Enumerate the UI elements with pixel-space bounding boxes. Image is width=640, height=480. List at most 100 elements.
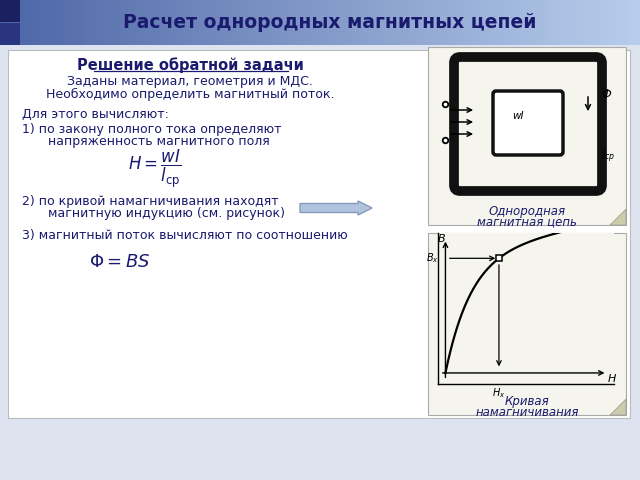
Bar — [275, 0, 282, 45]
Text: Заданы материал, геометрия и МДС.: Заданы материал, геометрия и МДС. — [67, 74, 313, 87]
Bar — [397, 0, 404, 45]
FancyArrow shape — [300, 201, 372, 215]
Text: Для этого вычисляют:: Для этого вычисляют: — [22, 108, 169, 120]
Bar — [32, 0, 39, 45]
Bar — [563, 0, 570, 45]
Bar — [109, 0, 116, 45]
Text: напряженность магнитного поля: напряженность магнитного поля — [32, 134, 269, 147]
Bar — [506, 0, 513, 45]
Bar — [147, 0, 154, 45]
Bar — [326, 0, 333, 45]
Bar — [96, 0, 103, 45]
Bar — [166, 0, 173, 45]
Bar — [115, 0, 122, 45]
Bar — [582, 0, 589, 45]
Bar — [224, 0, 231, 45]
Text: 2) по кривой намагничивания находят: 2) по кривой намагничивания находят — [22, 194, 278, 207]
Text: Однородная: Однородная — [488, 204, 566, 217]
Bar — [77, 0, 84, 45]
Bar — [428, 233, 626, 415]
Bar — [576, 0, 583, 45]
Bar — [38, 0, 45, 45]
Bar — [467, 0, 474, 45]
Bar — [474, 0, 481, 45]
Bar — [205, 0, 212, 45]
Bar — [403, 0, 410, 45]
Bar — [218, 0, 225, 45]
Bar — [288, 0, 295, 45]
Bar — [58, 0, 65, 45]
Polygon shape — [610, 399, 626, 415]
Bar — [416, 0, 423, 45]
Text: 1) по закону полного тока определяют: 1) по закону полного тока определяют — [22, 122, 282, 135]
Bar — [243, 0, 250, 45]
Bar — [192, 0, 199, 45]
Bar — [237, 0, 244, 45]
Bar — [320, 0, 327, 45]
Bar — [352, 0, 359, 45]
Polygon shape — [610, 209, 626, 225]
Bar — [531, 0, 538, 45]
Bar — [557, 0, 564, 45]
Bar — [435, 0, 442, 45]
Bar — [448, 0, 455, 45]
Bar — [0, 0, 7, 45]
Bar — [589, 0, 596, 45]
Text: Расчет однородных магнитных цепей: Расчет однородных магнитных цепей — [124, 13, 537, 33]
Bar — [0, 0, 20, 22]
Bar — [13, 0, 20, 45]
Bar — [346, 0, 353, 45]
Text: магнитная цепь: магнитная цепь — [477, 216, 577, 228]
Text: Кривая: Кривая — [504, 395, 549, 408]
Bar — [6, 0, 13, 45]
Bar — [365, 0, 372, 45]
Text: $H = \dfrac{wI}{l_{\rm ср}}$: $H = \dfrac{wI}{l_{\rm ср}}$ — [128, 148, 182, 190]
Bar — [230, 0, 237, 45]
Bar — [538, 0, 545, 45]
Text: $l_{cp}$: $l_{cp}$ — [601, 149, 615, 165]
Bar — [454, 0, 461, 45]
Bar — [307, 0, 314, 45]
Bar — [70, 0, 77, 45]
Bar — [256, 0, 263, 45]
Text: B: B — [437, 234, 445, 244]
Bar — [410, 0, 417, 45]
Bar — [45, 0, 52, 45]
Bar — [499, 0, 506, 45]
Bar — [198, 0, 205, 45]
Bar — [160, 0, 167, 45]
Bar — [282, 0, 289, 45]
Bar — [595, 0, 602, 45]
Bar — [627, 0, 634, 45]
Text: $H_x$: $H_x$ — [492, 386, 506, 400]
Bar — [314, 0, 321, 45]
Bar — [486, 0, 493, 45]
Bar — [339, 0, 346, 45]
Bar — [250, 0, 257, 45]
Bar — [294, 0, 301, 45]
Bar — [525, 0, 532, 45]
Bar — [518, 0, 525, 45]
Bar — [544, 0, 551, 45]
Bar — [90, 0, 97, 45]
Bar — [173, 0, 180, 45]
Bar — [570, 0, 577, 45]
Bar — [608, 0, 615, 45]
Text: wI: wI — [512, 111, 524, 121]
Text: Решение обратной задачи: Решение обратной задачи — [77, 57, 303, 73]
Bar — [179, 0, 186, 45]
Text: $B_x$: $B_x$ — [426, 252, 439, 265]
Text: $\Phi = BS$: $\Phi = BS$ — [89, 253, 151, 271]
Bar — [614, 0, 621, 45]
Bar — [8, 50, 630, 418]
Bar — [621, 0, 628, 45]
Bar — [422, 0, 429, 45]
Bar — [428, 47, 626, 225]
Bar — [211, 0, 218, 45]
Bar — [19, 0, 26, 45]
Bar — [550, 0, 557, 45]
Bar — [102, 0, 109, 45]
Bar — [51, 0, 58, 45]
Text: 3) магнитный поток вычисляют по соотношению: 3) магнитный поток вычисляют по соотноше… — [22, 229, 348, 242]
Bar — [83, 0, 90, 45]
